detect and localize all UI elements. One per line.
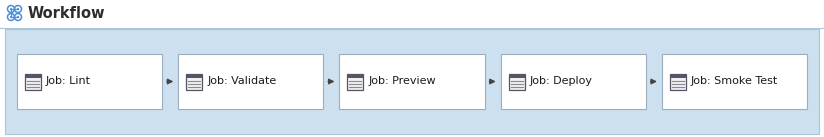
FancyBboxPatch shape (670, 73, 686, 78)
Circle shape (10, 16, 12, 18)
Text: Workflow: Workflow (28, 6, 105, 22)
FancyBboxPatch shape (25, 73, 41, 78)
Text: Job: Preview: Job: Preview (368, 76, 436, 86)
FancyBboxPatch shape (5, 29, 819, 134)
Circle shape (17, 16, 19, 18)
FancyBboxPatch shape (339, 54, 485, 109)
FancyBboxPatch shape (501, 54, 646, 109)
FancyBboxPatch shape (348, 73, 363, 89)
Text: Job: Deploy: Job: Deploy (530, 76, 592, 86)
FancyBboxPatch shape (186, 73, 202, 89)
Circle shape (17, 8, 19, 10)
FancyBboxPatch shape (508, 73, 525, 78)
FancyBboxPatch shape (348, 73, 363, 78)
Circle shape (10, 8, 12, 10)
Text: Job: Validate: Job: Validate (207, 76, 276, 86)
Text: Job: Lint: Job: Lint (46, 76, 91, 86)
FancyBboxPatch shape (186, 73, 202, 78)
FancyBboxPatch shape (17, 54, 162, 109)
FancyBboxPatch shape (662, 54, 807, 109)
Text: Job: Smoke Test: Job: Smoke Test (691, 76, 778, 86)
FancyBboxPatch shape (178, 54, 323, 109)
FancyBboxPatch shape (508, 73, 525, 89)
FancyBboxPatch shape (25, 73, 41, 89)
FancyBboxPatch shape (670, 73, 686, 89)
